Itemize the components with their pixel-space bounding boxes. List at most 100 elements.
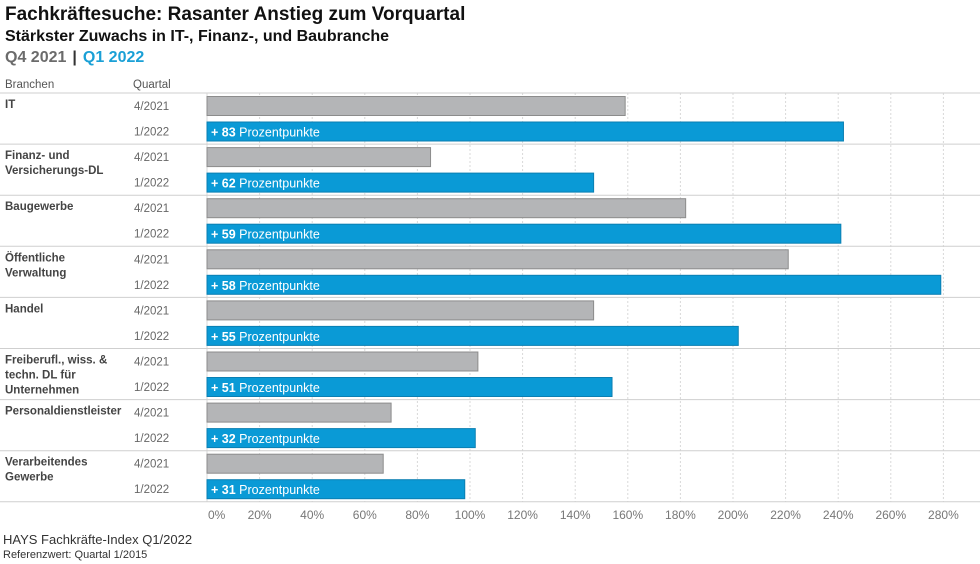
category-label: Personaldienstleister (5, 406, 122, 418)
x-tick-label: 280% (928, 508, 959, 522)
category-label: IT (5, 99, 15, 111)
category-label: Verarbeitendes Gewerbe (5, 457, 87, 484)
annotation-suffix: Prozentpunkte (236, 330, 320, 344)
bar-q4-2021 (206, 300, 595, 321)
bars (206, 96, 942, 500)
source-note: HAYS Fachkräfte-Index Q1/2022 (3, 532, 193, 547)
reference-note: Referenzwert: Quartal 1/2015 (3, 549, 148, 561)
bar-q4-2021 (206, 96, 626, 116)
bar-q4-2021 (206, 402, 392, 423)
category-label: Finanz- und Versicherungs-DL (5, 150, 103, 177)
bar-q4-2021 (206, 198, 687, 219)
bar-q1-2022 (206, 428, 476, 449)
category-label-line: Freiberufl., wiss. & (5, 355, 107, 367)
quarter-label: 4/2021 (134, 152, 169, 164)
chart-subtitle: Stärkster Zuwachs in IT-, Finanz-, und B… (5, 28, 390, 45)
bar-annotation: + 55 Prozentpunkte (211, 330, 320, 344)
annotation-value: + 31 (211, 483, 236, 497)
bar-annotation: + 32 Prozentpunkte (211, 432, 320, 446)
category-label-line: Verarbeitendes (5, 457, 87, 469)
bar-q1-2022 (206, 223, 842, 244)
annotation-value: + 59 (211, 228, 236, 242)
x-tick-label: 240% (823, 508, 854, 522)
category-label-line: techn. DL für (5, 370, 76, 382)
annotation-suffix: Prozentpunkte (236, 432, 320, 446)
bar-q1-2022 (206, 172, 595, 193)
category-label-line: Gewerbe (5, 472, 54, 484)
category-label-line: Öffentliche (5, 251, 65, 264)
x-tick-label: 100% (455, 508, 486, 522)
bar-annotation: + 51 Prozentpunkte (211, 381, 320, 395)
category-label: Baugewerbe (5, 201, 73, 213)
x-tick-label: 120% (507, 508, 538, 522)
labels: IT 4/2021 1/2022 + 83 Prozentpunkte Finanz- … (5, 99, 320, 497)
legend-q4: Q4 2021 (5, 49, 67, 66)
annotation-value: + 51 (211, 381, 236, 395)
x-tick-label: 0% (208, 508, 226, 522)
annotation-suffix: Prozentpunkte (236, 177, 320, 191)
quarter-label: 4/2021 (134, 305, 169, 317)
annotation-suffix: Prozentpunkte (236, 381, 320, 395)
annotation-value: + 58 (211, 279, 236, 293)
bar-q1-2022 (206, 377, 613, 397)
chart-title: Fachkräftesuche: Rasanter Anstieg zum Vo… (5, 4, 466, 25)
x-tick-label: 60% (353, 508, 377, 522)
column-header-quartal: Quartal (133, 79, 171, 91)
quarter-label: 1/2022 (134, 229, 169, 241)
category-label-line: Versicherungs-DL (5, 165, 103, 177)
category-label: Öffentliche Verwaltung (5, 251, 66, 279)
quarter-label: 1/2022 (134, 127, 169, 139)
quarter-label: 1/2022 (134, 484, 169, 496)
bar-q4-2021 (206, 249, 789, 270)
column-header-branchen: Branchen (5, 79, 55, 91)
legend-q1: Q1 2022 (82, 49, 145, 66)
x-axis-ticks: 0% 20% 40% 60% 80% 100% 120% 140% 160% 180% 200% 22… (208, 508, 959, 522)
category-label: Freiberufl., wiss. & techn. DL für Unterne… (5, 355, 107, 397)
quarter-label: 4/2021 (134, 101, 169, 113)
category-label-line: Personaldienstleister (5, 406, 122, 418)
quarter-label: 4/2021 (134, 203, 169, 215)
category-label-line: IT (5, 99, 15, 111)
category-label: Handel (5, 303, 43, 315)
bar-q1-2022 (206, 325, 739, 346)
annotation-value: + 62 (211, 177, 236, 191)
quarter-label: 1/2022 (134, 280, 169, 292)
bar-q1-2022 (206, 274, 942, 295)
bar-annotation: + 31 Prozentpunkte (211, 483, 320, 497)
x-tick-label: 140% (560, 508, 591, 522)
quarter-label: 4/2021 (134, 254, 169, 266)
bar-q1-2022 (206, 479, 466, 500)
category-label-line: Finanz- und (5, 150, 70, 162)
row-separators (0, 92, 980, 503)
legend: Q4 2021 | Q1 2022 (5, 49, 144, 67)
annotation-value: + 55 (211, 330, 236, 344)
quarter-label: 1/2022 (134, 382, 169, 394)
bar-annotation: + 83 Prozentpunkte (211, 126, 320, 140)
bar-q1-2022 (206, 121, 844, 142)
annotation-suffix: Prozentpunkte (236, 483, 320, 497)
quarter-label: 1/2022 (134, 178, 169, 190)
bar-annotation: + 62 Prozentpunkte (211, 177, 320, 191)
bar-q4-2021 (206, 453, 384, 474)
x-tick-label: 160% (612, 508, 643, 522)
bar-q4-2021 (206, 351, 479, 372)
annotation-value: + 83 (211, 126, 236, 140)
bar-q4-2021 (206, 147, 432, 168)
x-tick-label: 220% (770, 508, 801, 522)
category-label-line: Unternehmen (5, 385, 79, 397)
annotation-value: + 32 (211, 432, 236, 446)
quarter-label: 1/2022 (134, 433, 169, 445)
category-label-line: Handel (5, 303, 43, 315)
bar-annotation: + 59 Prozentpunkte (211, 228, 320, 242)
x-tick-label: 80% (405, 508, 429, 522)
annotation-suffix: Prozentpunkte (236, 279, 320, 293)
quarter-label: 4/2021 (134, 357, 169, 369)
x-tick-label: 180% (665, 508, 696, 522)
legend-separator: | (72, 49, 77, 66)
bar-annotation: + 58 Prozentpunkte (211, 279, 320, 293)
category-label-line: Baugewerbe (5, 201, 73, 213)
annotation-suffix: Prozentpunkte (236, 126, 320, 140)
x-tick-label: 40% (300, 508, 324, 522)
x-tick-label: 260% (875, 508, 906, 522)
